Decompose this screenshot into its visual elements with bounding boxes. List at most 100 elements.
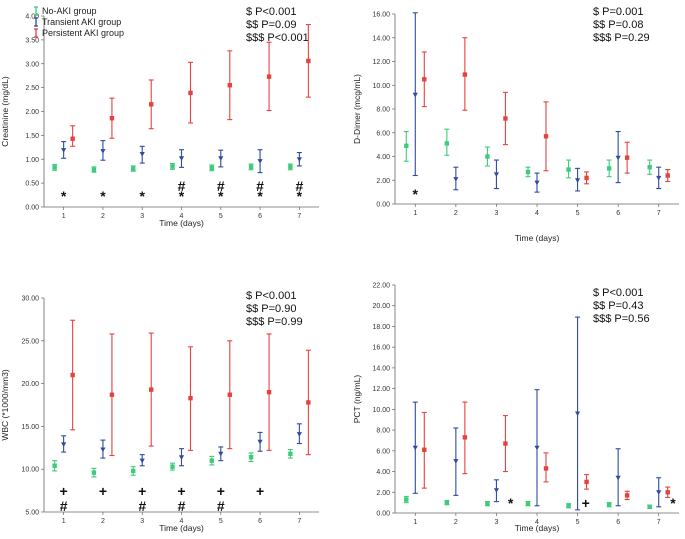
y-tick-label: 8.00 bbox=[376, 107, 390, 114]
x-axis-label: Time (days) bbox=[515, 233, 560, 243]
mean-point-transient bbox=[412, 92, 418, 98]
x-axis-label: Time (days) bbox=[159, 218, 204, 228]
x-tick-label: 6 bbox=[616, 210, 620, 217]
significance-marker: # bbox=[256, 178, 264, 194]
x-tick-label: 6 bbox=[616, 519, 620, 526]
p-value-label: $$$ P=0.99 bbox=[246, 316, 303, 328]
mean-point-transient bbox=[296, 157, 302, 162]
mean-point-transient bbox=[218, 156, 224, 161]
y-tick-label: 14.00 bbox=[372, 35, 390, 42]
mean-point-persistent bbox=[149, 102, 154, 107]
x-tick-label: 3 bbox=[494, 519, 498, 526]
y-tick-label: 20.00 bbox=[372, 303, 390, 310]
mean-point-persistent bbox=[422, 447, 427, 452]
y-tick-label: 2.50 bbox=[25, 85, 39, 92]
mean-point-persistent bbox=[665, 490, 670, 495]
mean-point-noaki bbox=[131, 468, 136, 474]
y-tick-label: 5.00 bbox=[25, 510, 39, 517]
y-tick-label: 1.00 bbox=[25, 157, 39, 164]
mean-point-noaki bbox=[444, 141, 450, 146]
mean-point-persistent bbox=[624, 155, 630, 160]
y-tick-label: 0.00 bbox=[376, 202, 390, 209]
y-axis-label: D-Dimer (mcg/mL) bbox=[352, 74, 362, 144]
y-tick-label: 0.00 bbox=[376, 511, 390, 518]
mean-point-transient bbox=[139, 458, 145, 464]
x-axis-label: Time (days) bbox=[159, 523, 204, 533]
significance-marker: # bbox=[295, 178, 303, 194]
x-tick-label: 4 bbox=[180, 518, 184, 525]
mean-point-transient bbox=[453, 177, 459, 182]
y-tick-label: 20.00 bbox=[21, 381, 39, 388]
x-tick-label: 7 bbox=[297, 518, 301, 525]
y-tick-label: 14.00 bbox=[372, 365, 390, 372]
x-tick-label: 7 bbox=[657, 210, 661, 217]
x-tick-label: 3 bbox=[140, 213, 144, 220]
p-value-label: $$ P=0.08 bbox=[593, 19, 643, 31]
mean-point-transient bbox=[61, 442, 67, 447]
mean-point-noaki bbox=[131, 166, 136, 171]
mean-point-transient bbox=[534, 180, 540, 186]
mean-point-persistent bbox=[462, 435, 468, 440]
significance-marker: * bbox=[218, 188, 224, 204]
y-axis-label: Creatinine (mg/dL) bbox=[0, 76, 10, 147]
mean-point-noaki bbox=[647, 504, 652, 509]
mean-point-transient bbox=[534, 445, 540, 451]
y-tick-label: 16.00 bbox=[372, 345, 390, 352]
significance-marker: + bbox=[217, 483, 225, 499]
significance-marker: + bbox=[60, 483, 68, 499]
x-tick-label: 5 bbox=[219, 518, 223, 525]
mean-point-persistent bbox=[109, 115, 115, 121]
significance-marker: # bbox=[138, 498, 146, 514]
y-tick-label: 18.00 bbox=[372, 324, 390, 331]
y-tick-label: 0.00 bbox=[25, 205, 39, 212]
x-tick-label: 1 bbox=[413, 210, 417, 217]
x-tick-label: 2 bbox=[101, 213, 105, 220]
significance-marker: # bbox=[60, 498, 68, 514]
x-axis-label: Time (days) bbox=[515, 523, 560, 533]
y-tick-label: 6.00 bbox=[376, 448, 390, 455]
significance-marker: * bbox=[179, 188, 185, 204]
x-tick-label: 2 bbox=[101, 518, 105, 525]
x-tick-label: 4 bbox=[535, 210, 539, 217]
mean-point-transient bbox=[493, 488, 500, 493]
mean-point-transient bbox=[218, 451, 224, 457]
y-tick-label: 15.00 bbox=[21, 424, 39, 431]
mean-point-noaki bbox=[566, 503, 571, 508]
x-tick-label: 2 bbox=[454, 519, 458, 526]
mean-point-noaki bbox=[91, 167, 97, 172]
mean-point-transient bbox=[139, 151, 145, 157]
x-tick-label: 1 bbox=[62, 213, 66, 220]
y-tick-label: 12.00 bbox=[372, 386, 390, 393]
significance-marker: + bbox=[177, 483, 185, 499]
y-tick-label: 25.00 bbox=[21, 338, 39, 345]
mean-point-noaki bbox=[606, 502, 612, 507]
y-tick-label: 1.50 bbox=[25, 133, 39, 140]
legend-label-persistent: Persistent AKI group bbox=[42, 28, 124, 38]
mean-point-persistent bbox=[266, 74, 272, 79]
mean-point-noaki bbox=[444, 500, 450, 505]
x-tick-label: 7 bbox=[297, 213, 301, 220]
mean-point-persistent bbox=[584, 175, 589, 181]
significance-marker: + bbox=[99, 483, 107, 499]
p-value-label: $$ P=0.43 bbox=[593, 300, 643, 312]
y-tick-label: 4.00 bbox=[376, 469, 390, 476]
mean-point-persistent bbox=[188, 395, 193, 401]
x-tick-label: 1 bbox=[413, 519, 417, 526]
y-tick-label: 3.50 bbox=[25, 37, 39, 44]
mean-point-noaki bbox=[209, 165, 214, 171]
mean-point-transient bbox=[574, 178, 581, 183]
y-tick-label: 30.00 bbox=[21, 296, 39, 303]
x-tick-label: 2 bbox=[454, 210, 458, 217]
p-value-label: $$$ P=0.56 bbox=[593, 313, 650, 325]
mean-point-noaki bbox=[485, 501, 490, 506]
significance-marker: + bbox=[582, 495, 590, 511]
mean-point-noaki bbox=[404, 143, 409, 149]
legend-label-transient: Transient AKI group bbox=[42, 17, 121, 27]
mean-point-noaki bbox=[606, 166, 612, 171]
significance-marker: * bbox=[139, 188, 145, 204]
x-tick-label: 1 bbox=[62, 518, 66, 525]
mean-point-noaki bbox=[248, 164, 254, 170]
significance-marker: # bbox=[178, 498, 186, 514]
x-tick-label: 6 bbox=[258, 213, 262, 220]
significance-marker: + bbox=[138, 483, 146, 499]
